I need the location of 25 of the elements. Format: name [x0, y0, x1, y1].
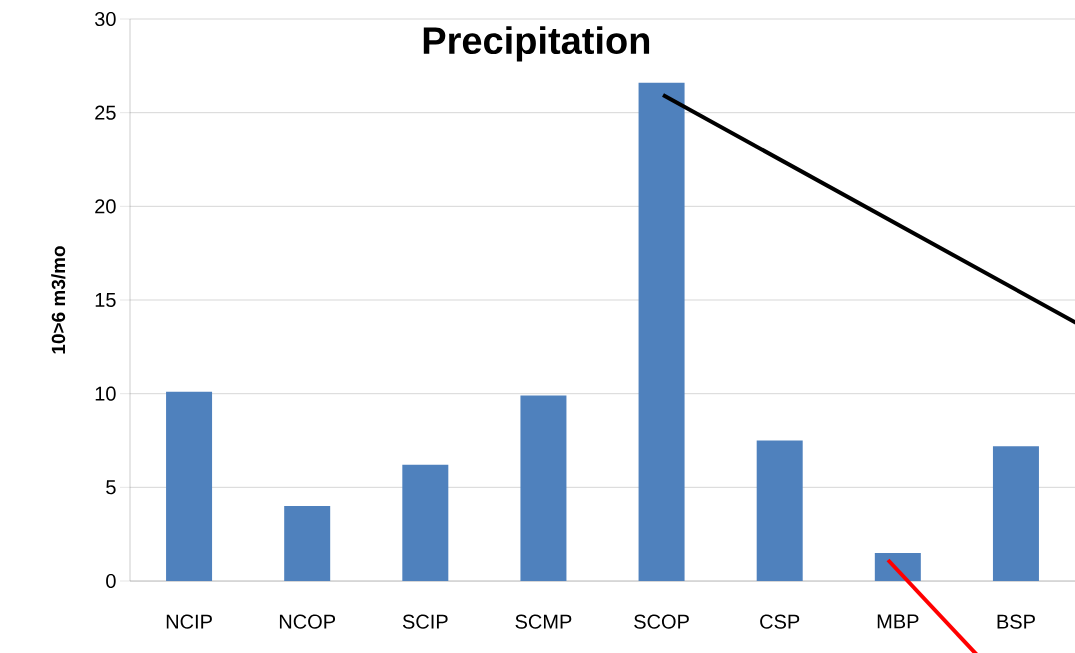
x-tick-label: SCIP	[402, 614, 448, 629]
x-tick-label: NCIP	[166, 614, 212, 629]
x-tick-label: CSP	[760, 614, 800, 629]
y-axis-title: 10>6 m3/mo	[51, 246, 66, 354]
x-tick-label: SCMP	[515, 614, 572, 629]
y-tick-label: 5	[106, 480, 116, 495]
bar	[638, 82, 685, 582]
bar	[166, 391, 213, 582]
y-tick-label: 25	[95, 105, 116, 120]
bar	[402, 464, 449, 582]
x-tick-label: MBP	[877, 614, 919, 629]
bar	[756, 440, 803, 582]
bar	[874, 552, 921, 582]
x-tick-label: BSP	[997, 614, 1035, 629]
y-tick-label: 30	[94, 11, 116, 27]
y-tick-label: 15	[95, 293, 116, 307]
y-tick-label: 0	[106, 573, 116, 589]
bar	[520, 395, 567, 582]
x-tick-label: SCOP	[634, 614, 689, 629]
x-tick-label: NCOP	[279, 614, 336, 629]
bar	[284, 506, 331, 582]
y-tick-label: 10	[95, 386, 116, 401]
y-tick-label: 20	[95, 199, 116, 214]
chart-title: Precipitation	[423, 26, 650, 62]
bar	[992, 446, 1039, 582]
